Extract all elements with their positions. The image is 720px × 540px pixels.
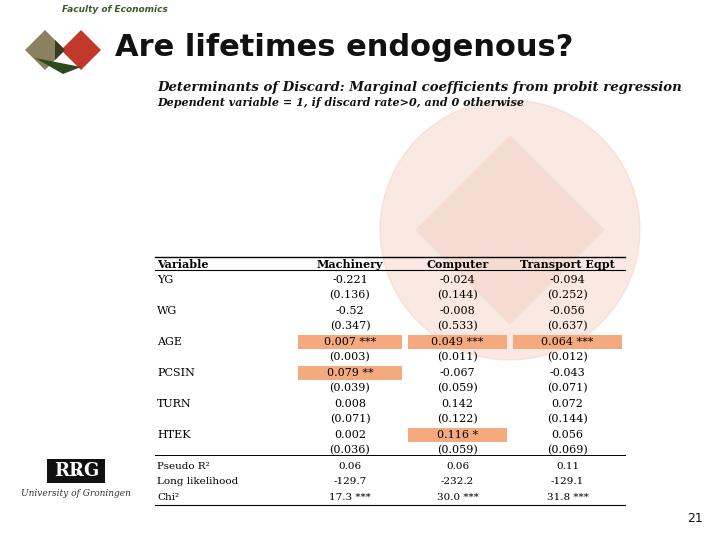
Text: 0.11: 0.11 xyxy=(556,462,579,470)
FancyBboxPatch shape xyxy=(408,335,507,349)
FancyBboxPatch shape xyxy=(408,428,507,442)
Text: Faculty of Economics: Faculty of Economics xyxy=(62,5,168,14)
Text: 0.06: 0.06 xyxy=(338,462,361,470)
Text: 0.072: 0.072 xyxy=(552,399,583,409)
Text: 0.116 *: 0.116 * xyxy=(437,430,478,440)
Text: (0.122): (0.122) xyxy=(437,414,478,425)
FancyBboxPatch shape xyxy=(298,366,402,380)
Text: (0.003): (0.003) xyxy=(330,353,370,363)
Text: (0.059): (0.059) xyxy=(437,446,478,456)
Text: u: u xyxy=(71,464,81,478)
Polygon shape xyxy=(55,40,65,60)
Text: -129.7: -129.7 xyxy=(333,477,366,486)
Text: (0.039): (0.039) xyxy=(330,383,370,394)
Text: (0.144): (0.144) xyxy=(437,291,478,301)
Text: University of Groningen: University of Groningen xyxy=(21,489,131,497)
Polygon shape xyxy=(35,58,81,74)
Text: -0.043: -0.043 xyxy=(549,368,585,378)
Text: -129.1: -129.1 xyxy=(551,477,584,486)
Text: -0.056: -0.056 xyxy=(549,306,585,316)
Polygon shape xyxy=(25,30,65,70)
Text: (0.071): (0.071) xyxy=(547,383,588,394)
Text: 0.049 ***: 0.049 *** xyxy=(431,337,484,347)
Text: 0.064 ***: 0.064 *** xyxy=(541,337,594,347)
Text: -232.2: -232.2 xyxy=(441,477,474,486)
Text: Machinery: Machinery xyxy=(317,259,383,269)
Text: TURN: TURN xyxy=(157,399,192,409)
Text: Are lifetimes endogenous?: Are lifetimes endogenous? xyxy=(115,33,573,63)
Polygon shape xyxy=(61,30,101,70)
Text: Dependent variable = 1, if discard rate>0, and 0 otherwise: Dependent variable = 1, if discard rate>… xyxy=(157,97,524,107)
Text: Transport Eqpt: Transport Eqpt xyxy=(520,259,615,269)
Text: Computer: Computer xyxy=(426,259,489,269)
Text: Variable: Variable xyxy=(157,259,209,269)
Text: (0.144): (0.144) xyxy=(547,414,588,425)
Text: 31.8 ***: 31.8 *** xyxy=(546,492,588,502)
Text: R: R xyxy=(68,462,84,480)
Text: -0.008: -0.008 xyxy=(440,306,475,316)
Text: (0.637): (0.637) xyxy=(547,321,588,332)
Text: AGE: AGE xyxy=(157,337,182,347)
Polygon shape xyxy=(415,135,605,325)
Text: (0.012): (0.012) xyxy=(547,353,588,363)
Text: YG: YG xyxy=(157,275,174,285)
Text: 30.0 ***: 30.0 *** xyxy=(436,492,478,502)
FancyBboxPatch shape xyxy=(47,459,105,483)
Text: 0.002: 0.002 xyxy=(334,430,366,440)
Text: (0.071): (0.071) xyxy=(330,414,370,425)
FancyBboxPatch shape xyxy=(513,335,622,349)
Text: G: G xyxy=(83,462,98,480)
Text: (0.136): (0.136) xyxy=(330,291,370,301)
Text: 17.3 ***: 17.3 *** xyxy=(329,492,371,502)
Text: -0.094: -0.094 xyxy=(549,275,585,285)
Text: 21: 21 xyxy=(688,512,703,525)
Text: WG: WG xyxy=(157,306,177,316)
Text: 0.007 ***: 0.007 *** xyxy=(324,337,376,347)
Text: (0.533): (0.533) xyxy=(437,321,478,332)
Circle shape xyxy=(380,100,640,360)
Text: -0.221: -0.221 xyxy=(332,275,368,285)
Text: Pseudo R²: Pseudo R² xyxy=(157,462,210,470)
Text: -0.067: -0.067 xyxy=(440,368,475,378)
FancyBboxPatch shape xyxy=(298,335,402,349)
Text: (0.252): (0.252) xyxy=(547,291,588,301)
Text: (0.069): (0.069) xyxy=(547,446,588,456)
Text: HTEK: HTEK xyxy=(157,430,191,440)
Text: (0.059): (0.059) xyxy=(437,383,478,394)
Text: R: R xyxy=(54,462,69,480)
Text: -0.024: -0.024 xyxy=(440,275,475,285)
Text: 0.06: 0.06 xyxy=(446,462,469,470)
Text: (0.347): (0.347) xyxy=(330,321,370,332)
Text: Long likelihood: Long likelihood xyxy=(157,477,238,486)
Text: (0.011): (0.011) xyxy=(437,353,478,363)
Text: Determinants of Discard: Marginal coefficients from probit regression: Determinants of Discard: Marginal coeffi… xyxy=(157,82,682,94)
Text: 0.056: 0.056 xyxy=(552,430,583,440)
Text: 0.008: 0.008 xyxy=(334,399,366,409)
Text: PCSIN: PCSIN xyxy=(157,368,195,378)
Text: -0.52: -0.52 xyxy=(336,306,364,316)
Text: (0.036): (0.036) xyxy=(330,446,370,456)
Text: 0.079 **: 0.079 ** xyxy=(327,368,373,378)
Text: Chi²: Chi² xyxy=(157,492,179,502)
Text: 0.142: 0.142 xyxy=(441,399,474,409)
